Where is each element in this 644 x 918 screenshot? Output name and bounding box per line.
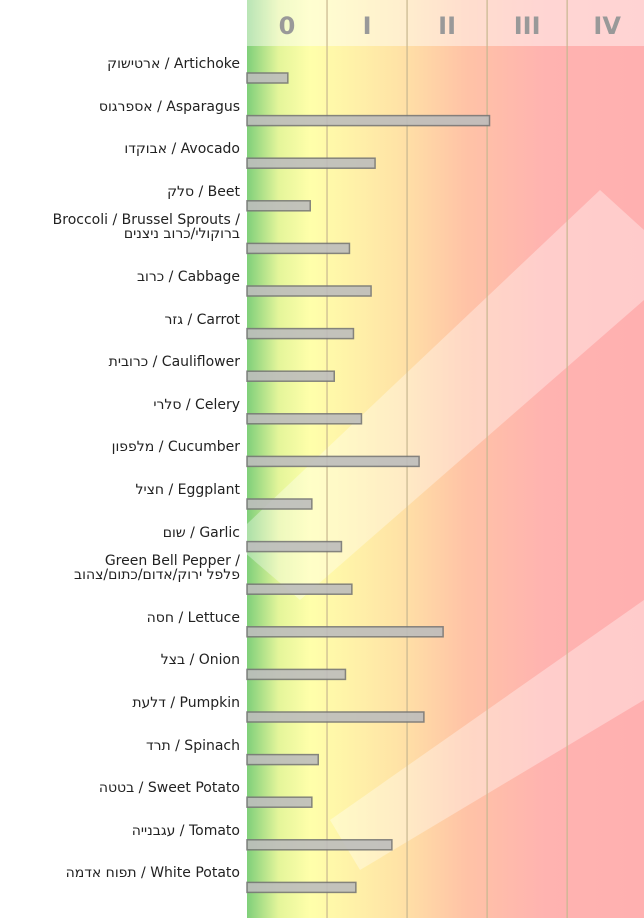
category-label: תפוח אדמה / White Potato xyxy=(65,865,240,882)
bar xyxy=(246,327,355,340)
bar xyxy=(246,839,393,851)
header-strip xyxy=(247,0,644,46)
category-label: ארטישוק / Artichoke xyxy=(107,56,240,72)
category-label: כרובית / Cauliflower xyxy=(108,354,240,371)
category-label: בצל / Onion xyxy=(160,652,240,669)
category-label: Broccoli / Brussel Sprouts / ברוקולי/כרו… xyxy=(52,212,240,243)
bar xyxy=(246,881,357,894)
bar xyxy=(246,413,363,425)
bar xyxy=(246,583,353,595)
category-label: כרוב / Cabbage xyxy=(136,269,240,285)
bar xyxy=(246,711,425,723)
bar xyxy=(246,370,335,382)
category-label: גזר / Carrot xyxy=(164,311,240,328)
x-tick-label: IV xyxy=(593,12,621,40)
bar xyxy=(246,285,372,297)
category-label: חסה / Lettuce xyxy=(146,609,240,626)
category-label: אבוקדו / Avocado xyxy=(124,141,240,158)
x-tick-label: 0 xyxy=(279,12,296,40)
category-label: מלפפון / Cucumber xyxy=(111,439,240,456)
category-label: עגבנייה / Tomato xyxy=(131,822,240,839)
bar xyxy=(246,200,311,212)
category-label: בטטה / Sweet Potato xyxy=(98,780,240,797)
category-label: דלעת / Pumpkin xyxy=(132,695,240,711)
category-label: סלק / Beet xyxy=(167,183,240,200)
bar xyxy=(246,498,313,510)
x-tick-label: II xyxy=(438,12,456,40)
bar xyxy=(246,114,491,127)
category-label: אספרגוס / Asparagus xyxy=(98,98,240,115)
category-label: תרד / Spinach xyxy=(145,737,240,754)
category-label: Green Bell Pepper / פלפל ירוק/אדום/כתום/… xyxy=(74,553,240,584)
bar xyxy=(246,455,420,468)
category-label: סלרי / Celery xyxy=(153,396,240,413)
bar xyxy=(246,242,351,255)
bar xyxy=(246,668,347,681)
bar xyxy=(246,626,444,638)
bar xyxy=(246,540,343,553)
x-tick-label: I xyxy=(363,12,372,40)
bar xyxy=(246,796,313,808)
bar xyxy=(246,72,289,84)
bar xyxy=(246,157,376,169)
bar xyxy=(246,753,319,766)
category-label: חציל / Eggplant xyxy=(135,482,240,498)
watermark xyxy=(230,190,644,600)
category-label: שום / Garlic xyxy=(162,524,240,541)
x-tick-label: III xyxy=(514,12,541,40)
